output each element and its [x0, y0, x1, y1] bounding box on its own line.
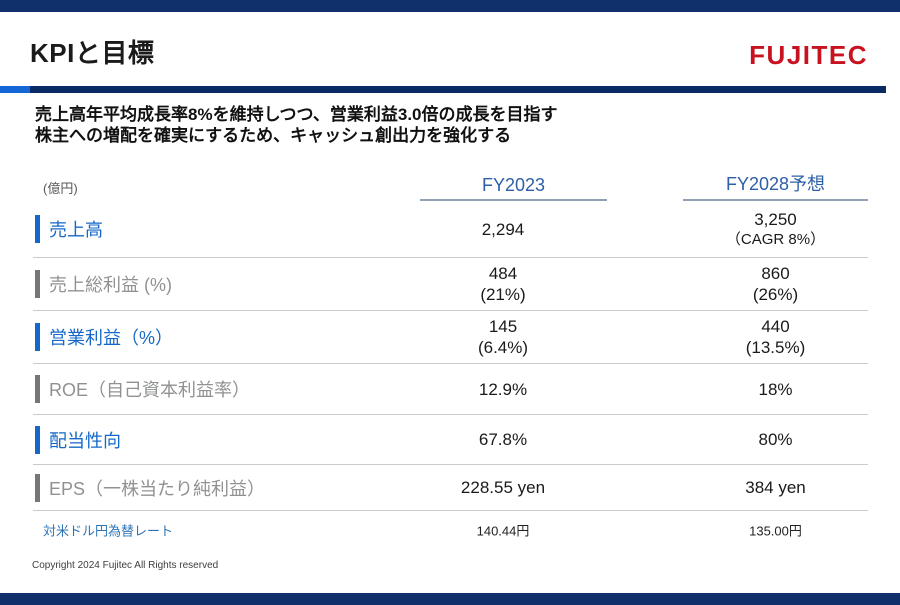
row-label-text: EPS（一株当たり純利益）	[49, 478, 266, 499]
page-title: KPIと目標	[30, 38, 155, 68]
top-accent-bar	[0, 0, 900, 12]
title-rule	[30, 86, 886, 93]
table-row-eps: EPS（一株当たり純利益） 228.55 yen 384 yen	[33, 465, 868, 511]
table-header-row: (億円) FY2023 FY2028予想	[33, 172, 868, 201]
table-row-operating-profit: 営業利益（%） 145 (6.4%) 440 (13.5%)	[33, 311, 868, 364]
row-accent-bar	[35, 270, 40, 298]
row-label: 配当性向	[35, 425, 121, 454]
slide-message-line2: 株主への増配を確実にするため、キャッシュ創出力を強化する	[35, 126, 512, 145]
row-label: 売上高	[35, 215, 103, 243]
column-header-fy2028: FY2028予想	[683, 170, 868, 201]
cell-fy2028: 3,250 （CAGR 8%）	[678, 209, 873, 250]
table-row-exchange-rate: 対米ドル円為替レート 140.44円 135.00円	[33, 511, 868, 549]
cell-fy2028: 80%	[758, 430, 793, 449]
row-label: ROE（自己資本利益率）	[35, 375, 250, 403]
cagr-note: （CAGR 8%）	[725, 230, 826, 248]
slide-message: 売上高年平均成長率8%を維持しつつ、営業利益3.0倍の成長を目指す 株主への増配…	[35, 104, 558, 146]
copyright-text: Copyright 2024 Fujitec All Rights reserv…	[32, 560, 219, 571]
row-label-text: ROE（自己資本利益率）	[49, 380, 251, 400]
row-accent-bar	[35, 215, 40, 243]
row-label-text: 売上高	[49, 220, 103, 240]
row-accent-bar	[35, 323, 40, 351]
cell-fy2023: 484 (21%)	[480, 264, 526, 304]
cell-fy2028: 135.00円	[749, 523, 802, 539]
exchange-rate-label: 対米ドル円為替レート	[43, 523, 174, 539]
cell-fy2028: 384 yen	[745, 478, 806, 497]
cell-fy2023: 12.9%	[478, 379, 528, 399]
cell-fy2023: 140.44円	[476, 523, 530, 539]
row-label: 営業利益（%）	[35, 323, 173, 351]
table-row-payout-ratio: 配当性向 67.8% 80%	[33, 415, 868, 465]
row-label-text: 営業利益（%）	[49, 328, 174, 348]
cell-fy2023: 228.55 yen	[460, 478, 546, 497]
cell-fy2023: 67.8%	[478, 430, 528, 449]
row-label-text: 配当性向	[49, 430, 121, 451]
cell-fy2023: 145 (6.4%)	[477, 317, 529, 357]
row-accent-bar	[35, 375, 40, 403]
row-accent-bar	[35, 473, 40, 502]
row-label: EPS（一株当たり純利益）	[35, 473, 266, 502]
row-label: 売上総利益 (%)	[35, 270, 172, 298]
unit-label: (億円)	[43, 181, 78, 196]
kpi-table: (億円) FY2023 FY2028予想 売上高 2,294 3,250 （CA…	[33, 172, 868, 549]
row-accent-bar	[35, 425, 40, 454]
row-label-text: 売上総利益 (%)	[49, 275, 172, 295]
bottom-accent-bar	[0, 593, 900, 605]
table-row-sales: 売上高 2,294 3,250 （CAGR 8%）	[33, 201, 868, 258]
cell-fy2028: 18%	[758, 379, 793, 399]
slide-message-line1: 売上高年平均成長率8%を維持しつつ、営業利益3.0倍の成長を目指す	[35, 105, 558, 124]
fujitec-logo: FUJITEC	[749, 40, 868, 70]
cell-fy2028: 860 (26%)	[752, 264, 799, 304]
table-row-gross-profit: 売上総利益 (%) 484 (21%) 860 (26%)	[33, 258, 868, 311]
title-rule-light-segment	[0, 86, 30, 93]
table-row-roe: ROE（自己資本利益率） 12.9% 18%	[33, 364, 868, 415]
cell-fy2028: 440 (13.5%)	[745, 317, 806, 357]
cell-fy2023: 2,294	[481, 219, 525, 239]
column-header-fy2023: FY2023	[420, 175, 607, 201]
